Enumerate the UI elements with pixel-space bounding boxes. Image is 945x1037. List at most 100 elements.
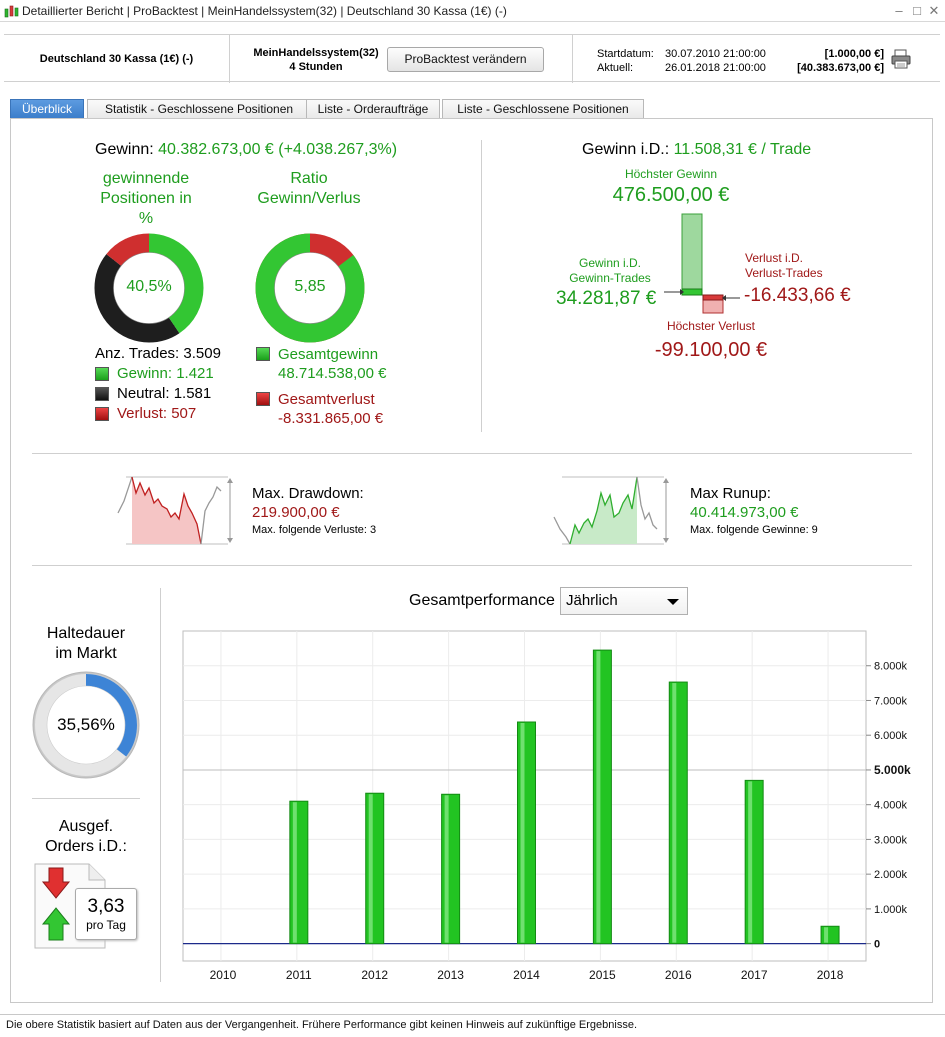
orders-title-line1: Ausgef. (58, 818, 114, 835)
tab-order-list[interactable]: Liste - Orderaufträge (306, 99, 440, 119)
tab-statistics[interactable]: Statistik - Geschlossene Positionen (87, 99, 311, 119)
total-gain-label: Gesamtgewinn (278, 346, 379, 363)
winners-legend-swatch (95, 367, 109, 381)
tab-overview[interactable]: Überblick (10, 99, 84, 119)
avg-loss-label-line2: Verlust-Trades (745, 266, 823, 280)
win-pct-donut (94, 233, 204, 343)
holding-title-line1: Haltedauer (46, 625, 126, 642)
neutral-legend-swatch (95, 387, 109, 401)
avg-loss-trade-label: Verlust i.D. Verlust-Trades (745, 251, 823, 281)
avg-profit-value: 11.508,31 € / Trade (673, 141, 812, 158)
chevron-down-icon (667, 599, 679, 605)
total-loss-label: Gesamtverlust (278, 391, 375, 408)
report-header: Deutschland 30 Kassa (1€) (-) MeinHandel… (4, 34, 940, 83)
y-tick-label: 1.000k (874, 904, 908, 916)
losers-legend-swatch (95, 407, 109, 421)
x-tick-label: 2012 (361, 968, 388, 982)
close-icon[interactable]: ✕ (928, 3, 940, 18)
donut-segment-neutral (94, 233, 204, 343)
performance-label: Gesamtperformance (409, 592, 555, 609)
x-tick-label: 2018 (817, 968, 844, 982)
print-icon[interactable] (890, 48, 912, 70)
y-tick-label: 4.000k (874, 800, 908, 812)
total-loss: Gesamtverlust -8.331.865,00 € (278, 390, 383, 428)
runup-value: 40.414.973,00 € (690, 504, 799, 521)
current-date: 26.01.2018 21:00:00 (665, 62, 766, 74)
separator-2 (32, 565, 912, 566)
best-trade-label: Höchster Gewinn (624, 167, 718, 181)
total-profit: Gewinn: 40.382.673,00 € (+4.038.267,3%) (95, 141, 397, 159)
holding-value: 35,56% (57, 715, 115, 734)
y-tick-label: 3.000k (874, 834, 908, 846)
holding-donut (32, 671, 140, 779)
bar-2017 (744, 779, 764, 945)
runup-label: Max Runup: (690, 485, 771, 502)
holding-title-line2: im Markt (55, 645, 117, 662)
ratio-title: Ratio Gewinn/Verlus (236, 169, 382, 209)
avg-win-label-line1: Gewinn i.D. (578, 256, 642, 270)
holding-donut-segment (35, 674, 137, 776)
bar-2015 (592, 649, 612, 945)
maximize-icon[interactable]: □ (913, 3, 921, 18)
instrument-name: Deutschland 30 Kassa (1€) (-) (39, 53, 194, 65)
win-pct-title-line3: % (138, 210, 154, 227)
ratio-title-line2: Gewinn/Verlus (257, 190, 361, 207)
tab-closed-positions[interactable]: Liste - Geschlossene Positionen (442, 99, 644, 119)
x-tick-label: 2016 (665, 968, 692, 982)
arrow-up-icon (41, 907, 71, 941)
left-column-divider (160, 588, 161, 982)
holding-title: Haltedauer im Markt (26, 624, 146, 664)
x-tick-label: 2017 (741, 968, 768, 982)
x-tick-label: 2013 (437, 968, 464, 982)
x-tick-label: 2010 (210, 968, 237, 982)
current-label: Aktuell: (597, 62, 634, 74)
win-pct-title: gewinnende Positionen in % (86, 169, 206, 229)
avg-profit: Gewinn i.D.: 11.508,31 € / Trade (582, 141, 811, 159)
bar-2018 (820, 925, 840, 945)
donut-segment-total-gain (255, 233, 365, 343)
ratio-title-line1: Ratio (290, 170, 328, 187)
profit-value: 40.382.673,00 € (+4.038.267,3%) (158, 141, 398, 158)
drawdown-value: 219.900,00 € (252, 504, 340, 521)
period-select[interactable]: Jährlich (560, 587, 688, 615)
avg-loss-trade-value: -16.433,66 € (744, 285, 851, 306)
y-tick-label: 5.000k (874, 763, 911, 777)
avg-loss-bar (702, 294, 724, 301)
trade-range-graphic (664, 213, 740, 314)
best-trade-bar (681, 213, 703, 295)
total-loss-legend-swatch (256, 392, 270, 406)
start-date: 30.07.2010 21:00:00 (665, 48, 766, 60)
system-name: MeinHandelssystem(32) (253, 47, 379, 59)
ratio-donut (255, 233, 365, 343)
drawdown-sub: Max. folgende Verluste: 3 (252, 524, 377, 536)
system-info: MeinHandelssystem(32) 4 Stunden (240, 46, 392, 74)
y-tick-label: 0 (874, 939, 880, 951)
bar-2011 (289, 800, 309, 945)
change-backtest-button[interactable]: ProBacktest verändern (387, 47, 544, 72)
avg-loss-label-line1: Verlust i.D. (745, 251, 804, 265)
ratio-value: 5,85 (294, 278, 326, 295)
worst-trade-value: -99.100,00 € (654, 339, 768, 361)
start-label: Startdatum: (597, 48, 654, 60)
arrow-down-icon (41, 867, 71, 899)
winners-count: Gewinn: 1.421 (117, 365, 214, 382)
title-bar: Detaillierter Bericht | ProBacktest | Me… (0, 0, 945, 22)
bar-2012 (365, 792, 385, 945)
drawdown-sparkline (117, 476, 233, 545)
x-tick-label: 2011 (286, 968, 312, 982)
orders-unit: pro Tag (86, 918, 126, 932)
trades-count: Anz. Trades: 3.509 (95, 345, 221, 362)
separator-3 (32, 798, 140, 799)
donut-segment-win (94, 233, 204, 343)
worst-trade-label: Höchster Verlust (666, 319, 756, 333)
minimize-icon[interactable]: – (895, 3, 903, 18)
neutral-count: Neutral: 1.581 (117, 385, 212, 402)
avg-win-label-line2: Gewinn-Trades (569, 271, 651, 285)
total-gain-value: 48.714.538,00 € (278, 365, 387, 382)
total-gain: Gesamtgewinn 48.714.538,00 € (278, 345, 386, 383)
section-divider (481, 140, 482, 432)
avg-profit-label: Gewinn i.D.: (582, 141, 670, 158)
runup-sub: Max. folgende Gewinne: 9 (690, 524, 818, 536)
avg-win-bar (681, 288, 703, 296)
window-title: Detaillierter Bericht | ProBacktest | Me… (22, 4, 507, 18)
